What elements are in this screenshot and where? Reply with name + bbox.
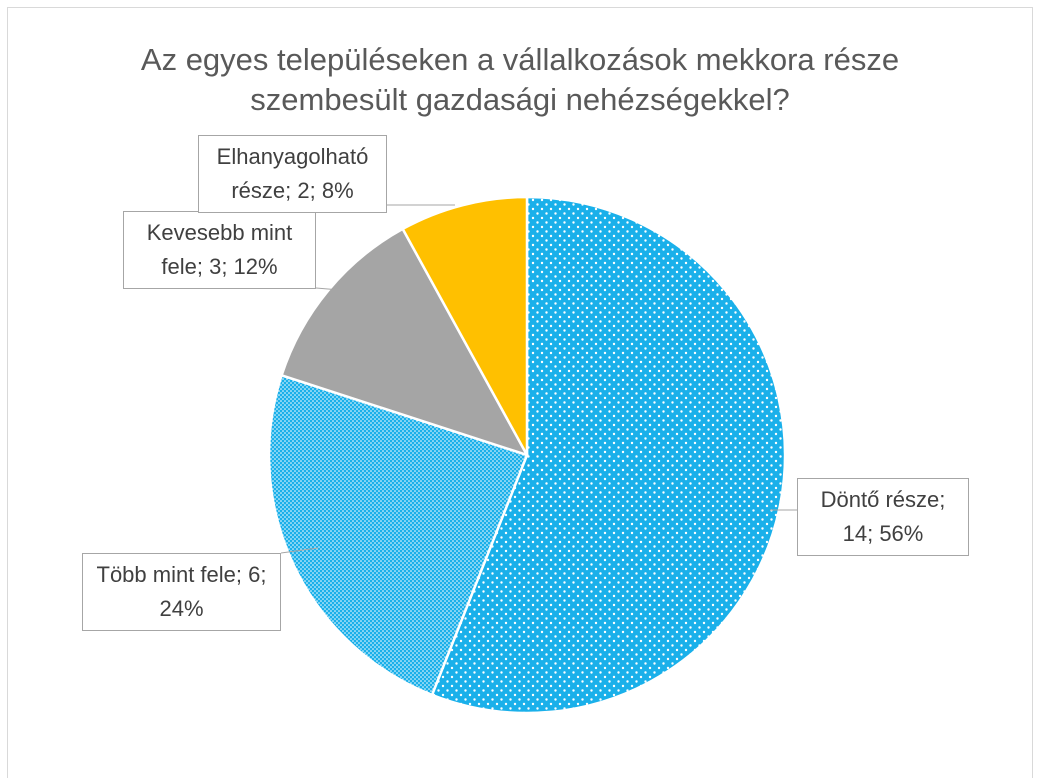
chart-frame [7, 7, 1033, 778]
data-label: Elhanyagolható része; 2; 8% [198, 135, 387, 213]
pie-slice [401, 195, 529, 456]
callout-line [315, 287, 341, 291]
chart-title: Az egyes településeken a vállalkozások m… [140, 42, 900, 117]
pie-slice [267, 373, 529, 697]
data-label: Több mint fele; 6; 24% [82, 553, 281, 631]
data-label: Kevesebb mint fele; 3; 12% [123, 211, 316, 289]
pie-slice [280, 227, 530, 458]
pie-slice [430, 195, 787, 715]
data-label: Döntő része; 14; 56% [797, 478, 969, 556]
callout-line [280, 547, 319, 554]
